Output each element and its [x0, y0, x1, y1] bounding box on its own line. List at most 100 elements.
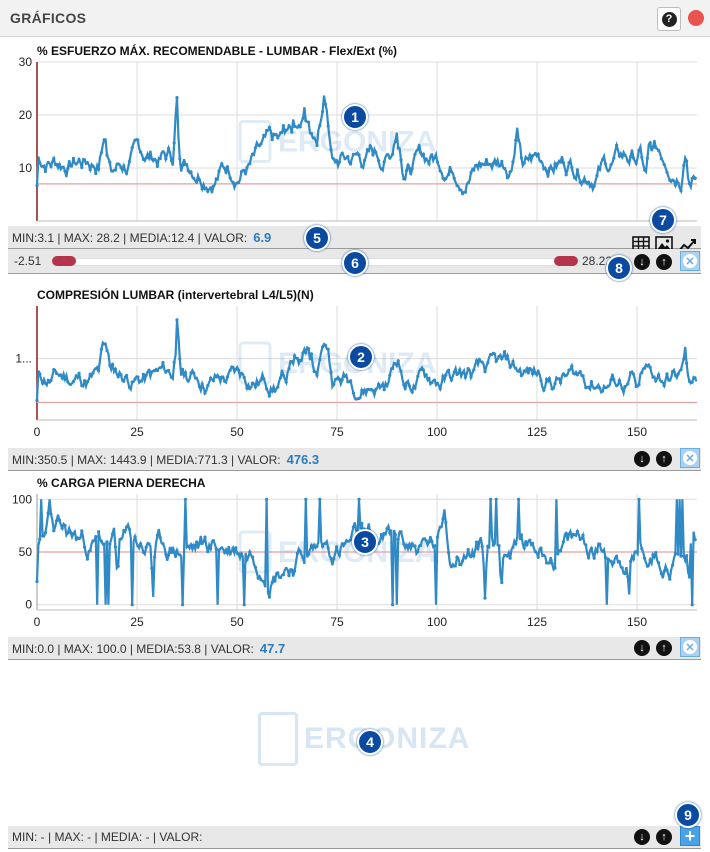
- data-point: [133, 535, 137, 539]
- data-point: [105, 153, 109, 157]
- data-point: [83, 158, 87, 162]
- move-down-button-4[interactable]: ↓: [634, 829, 650, 845]
- move-up-button-3[interactable]: ↑: [656, 640, 672, 656]
- move-down-button-1[interactable]: ↓: [634, 254, 650, 270]
- data-point: [351, 152, 355, 156]
- data-point: [60, 165, 64, 169]
- data-point: [329, 148, 333, 152]
- data-point: [528, 153, 532, 157]
- data-point: [144, 545, 148, 549]
- move-up-button-2[interactable]: ↑: [656, 451, 672, 467]
- data-point: [136, 544, 140, 548]
- data-point: [46, 511, 50, 515]
- remove-chart-button-2[interactable]: ✕: [680, 448, 700, 468]
- close-icon: ✕: [683, 640, 697, 654]
- data-point: [141, 550, 145, 554]
- data-point: [455, 184, 459, 188]
- data-point: [671, 178, 675, 182]
- data-point: [259, 142, 263, 146]
- data-point: [620, 155, 624, 159]
- move-down-button-2[interactable]: ↓: [634, 451, 650, 467]
- data-point: [427, 376, 431, 381]
- data-point: [657, 148, 661, 153]
- data-point: [388, 156, 392, 160]
- data-point: [175, 318, 179, 322]
- data-point: [253, 565, 257, 569]
- data-point: [270, 138, 274, 142]
- data-point: [399, 158, 403, 162]
- data-point: [116, 162, 120, 166]
- data-point: [651, 145, 655, 149]
- data-point: [637, 497, 641, 501]
- data-point: [69, 382, 73, 386]
- data-point: [141, 157, 145, 161]
- data-point: [617, 378, 622, 382]
- data-point: [556, 377, 560, 381]
- data-point: [528, 538, 532, 542]
- data-point: [155, 533, 159, 538]
- data-point: [379, 384, 383, 388]
- chart-stats-1: MIN:3.1 | MAX: 28.2 | MEDIA:12.4 | VALOR…: [8, 226, 701, 252]
- data-point: [598, 386, 602, 390]
- data-point: [351, 525, 355, 529]
- data-point: [435, 535, 439, 539]
- data-point: [265, 497, 269, 501]
- remove-chart-button-3[interactable]: ✕: [680, 637, 700, 657]
- move-up-button-4[interactable]: ↑: [656, 829, 672, 845]
- data-point: [214, 375, 218, 379]
- data-point: [374, 150, 378, 154]
- slider-handle-min[interactable]: [52, 256, 76, 266]
- move-up-button-1[interactable]: ↑: [656, 254, 672, 270]
- data-point: [413, 152, 417, 156]
- data-point: [458, 368, 462, 372]
- help-button[interactable]: ?: [657, 7, 681, 31]
- data-point: [643, 366, 647, 370]
- data-point: [612, 378, 616, 382]
- data-point: [41, 381, 45, 385]
- data-point: [80, 384, 84, 388]
- data-point: [41, 534, 45, 538]
- chart-title-2: COMPRESIÓN LUMBAR (intervertebral L4/L5)…: [37, 288, 314, 302]
- arrow-down-icon: ↓: [639, 641, 645, 654]
- slider-track[interactable]: [56, 258, 580, 266]
- data-point: [85, 557, 89, 561]
- data-point: [469, 171, 473, 175]
- chart-plot-3[interactable]: ERGONIZA1005000255075100125150: [8, 488, 701, 636]
- data-point: [475, 540, 479, 544]
- add-chart-button[interactable]: +: [680, 826, 700, 846]
- slider-handle-max[interactable]: [554, 256, 578, 266]
- data-point: [337, 377, 341, 381]
- data-point: [671, 369, 675, 374]
- data-point: [60, 376, 64, 380]
- data-point: [175, 96, 179, 100]
- data-point: [203, 187, 207, 191]
- x-tick-label: 100: [427, 425, 447, 439]
- data-point: [354, 152, 358, 156]
- data-point: [545, 169, 549, 173]
- data-point: [326, 124, 330, 128]
- data-point: [354, 397, 358, 401]
- data-point: [267, 595, 271, 599]
- x-tick-label: 125: [527, 425, 547, 439]
- data-point: [108, 542, 112, 546]
- data-point: [662, 162, 666, 167]
- data-point: [63, 169, 67, 173]
- chart-panel-4: ERGONIZA MIN: - | MAX: - | MEDIA: - | VA…: [8, 660, 701, 850]
- data-point: [396, 146, 400, 150]
- data-point: [393, 533, 397, 537]
- data-point: [69, 164, 73, 168]
- data-point: [517, 138, 521, 142]
- data-point: [217, 375, 221, 379]
- data-point: [517, 497, 521, 501]
- remove-chart-button-1[interactable]: ✕: [680, 251, 700, 271]
- data-point: [360, 521, 364, 525]
- data-point: [237, 552, 241, 556]
- move-down-button-3[interactable]: ↓: [634, 640, 650, 656]
- data-point: [153, 369, 157, 373]
- data-point: [435, 381, 439, 385]
- data-point: [220, 162, 224, 166]
- close-window-button[interactable]: [688, 10, 704, 26]
- data-point: [321, 345, 325, 349]
